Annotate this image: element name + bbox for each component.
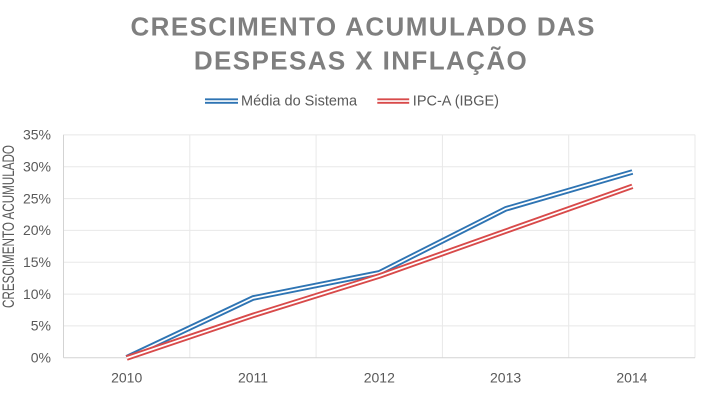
svg-text:CRESCIMENTO ACUMULADO DAS: CRESCIMENTO ACUMULADO DAS [130, 12, 595, 42]
svg-text:DESPESAS X INFLAÇÃO: DESPESAS X INFLAÇÃO [194, 46, 528, 76]
svg-text:2011: 2011 [238, 370, 268, 386]
svg-text:35%: 35% [23, 127, 51, 143]
svg-text:5%: 5% [31, 318, 51, 334]
svg-text:Média do Sistema: Média do Sistema [241, 94, 358, 110]
svg-text:10%: 10% [23, 286, 51, 302]
svg-text:2010: 2010 [111, 370, 142, 386]
svg-text:2012: 2012 [364, 370, 395, 386]
svg-text:2013: 2013 [490, 370, 521, 386]
svg-text:0%: 0% [31, 350, 51, 366]
svg-text:2014: 2014 [616, 370, 647, 386]
svg-text:25%: 25% [23, 190, 51, 206]
svg-text:15%: 15% [23, 254, 51, 270]
svg-text:20%: 20% [23, 222, 51, 238]
svg-text:IPC-A (IBGE): IPC-A (IBGE) [413, 94, 499, 110]
svg-text:CRESCIMENTO ACUMULADO: CRESCIMENTO ACUMULADO [0, 145, 18, 308]
svg-text:30%: 30% [23, 159, 51, 175]
